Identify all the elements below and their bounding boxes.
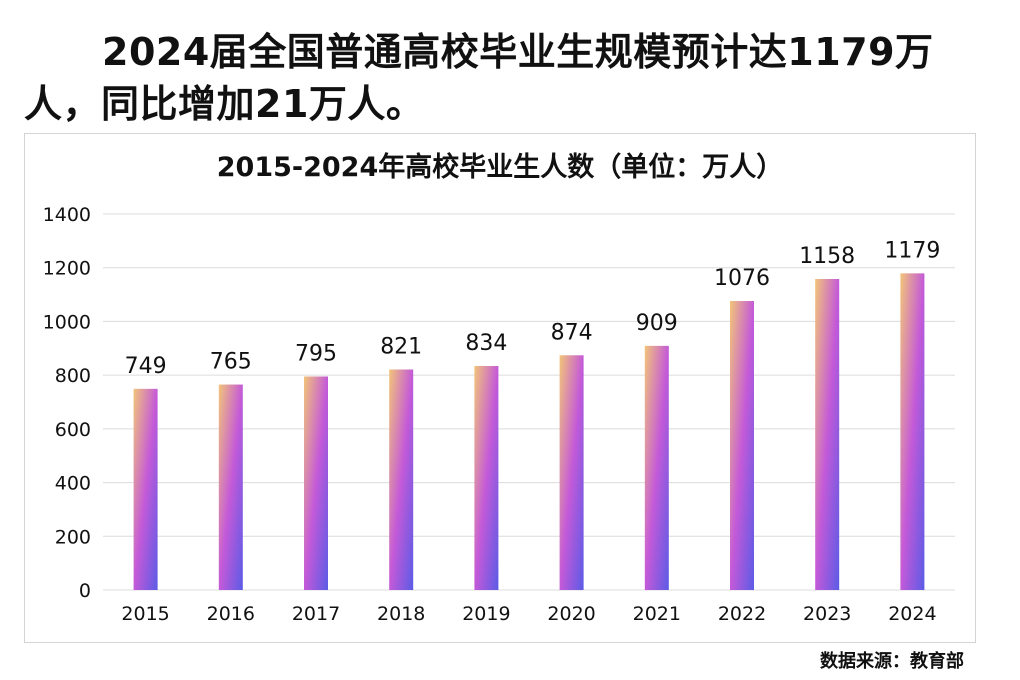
bar-2021	[644, 345, 669, 590]
x-tick-label-2020: 2020	[547, 603, 595, 625]
chart-title: 2015-2024年高校毕业生人数（单位：万人）	[217, 151, 784, 183]
x-tick-label-2022: 2022	[718, 603, 766, 625]
data-label-2023: 1158	[799, 244, 855, 269]
x-tick-label-2015: 2015	[121, 603, 169, 625]
y-tick-label: 1000	[43, 311, 91, 333]
x-tick-label-2018: 2018	[377, 603, 425, 625]
data-label-2015: 749	[125, 354, 167, 379]
data-labels: 749 765 795 821 834 874 909 1076 1158 1179	[125, 238, 941, 378]
y-tick-label: 400	[55, 473, 91, 495]
x-tick-label-2017: 2017	[292, 603, 340, 625]
x-axis-ticks: 2015 2016 2017 2018 2019 2020 2021 2022 2023 2024	[121, 603, 936, 625]
x-tick-label-2023: 2023	[803, 603, 851, 625]
bar-2019	[474, 366, 499, 590]
y-tick-label: 600	[55, 419, 91, 441]
data-source-note: 数据来源：教育部	[820, 651, 964, 672]
gridlines	[103, 213, 955, 591]
bar-2024	[900, 273, 925, 590]
x-tick-label-2016: 2016	[207, 603, 255, 625]
headline: 2024届全国普通高校毕业生规模预计达1179万人，同比增加21万人。	[24, 30, 934, 126]
x-tick-label-2024: 2024	[888, 603, 936, 625]
data-label-2024: 1179	[884, 238, 940, 263]
bar-chart: 2015-2024年高校毕业生人数（单位：万人） 0 200 400 600 800 10…	[43, 151, 955, 625]
bar-2020	[559, 355, 584, 590]
bar-2018	[389, 369, 414, 590]
data-label-2016: 765	[210, 350, 252, 375]
data-label-2017: 795	[295, 341, 337, 366]
x-tick-label-2021: 2021	[633, 603, 681, 625]
bar-2023	[815, 278, 840, 590]
bar-2017	[304, 376, 328, 590]
bar-2015	[133, 388, 158, 590]
y-tick-label: 1200	[43, 258, 91, 280]
bar-2022	[730, 301, 754, 590]
y-tick-label: 0	[79, 580, 91, 602]
y-tick-label: 200	[55, 526, 91, 548]
data-label-2018: 821	[380, 335, 422, 360]
bars	[133, 273, 925, 590]
data-label-2021: 909	[636, 311, 678, 336]
y-tick-label: 1400	[43, 204, 91, 226]
data-label-2020: 874	[551, 320, 593, 345]
y-axis-ticks: 0 200 400 600 800 1000 1200 1400	[43, 204, 91, 602]
data-label-2022: 1076	[714, 266, 770, 291]
x-tick-label-2019: 2019	[462, 603, 510, 625]
y-tick-label: 800	[55, 365, 91, 387]
chart-frame: 2015-2024年高校毕业生人数（单位：万人） 0 200 400 600 800 10…	[24, 133, 976, 643]
bar-2016	[218, 384, 243, 590]
data-label-2019: 834	[465, 331, 507, 356]
